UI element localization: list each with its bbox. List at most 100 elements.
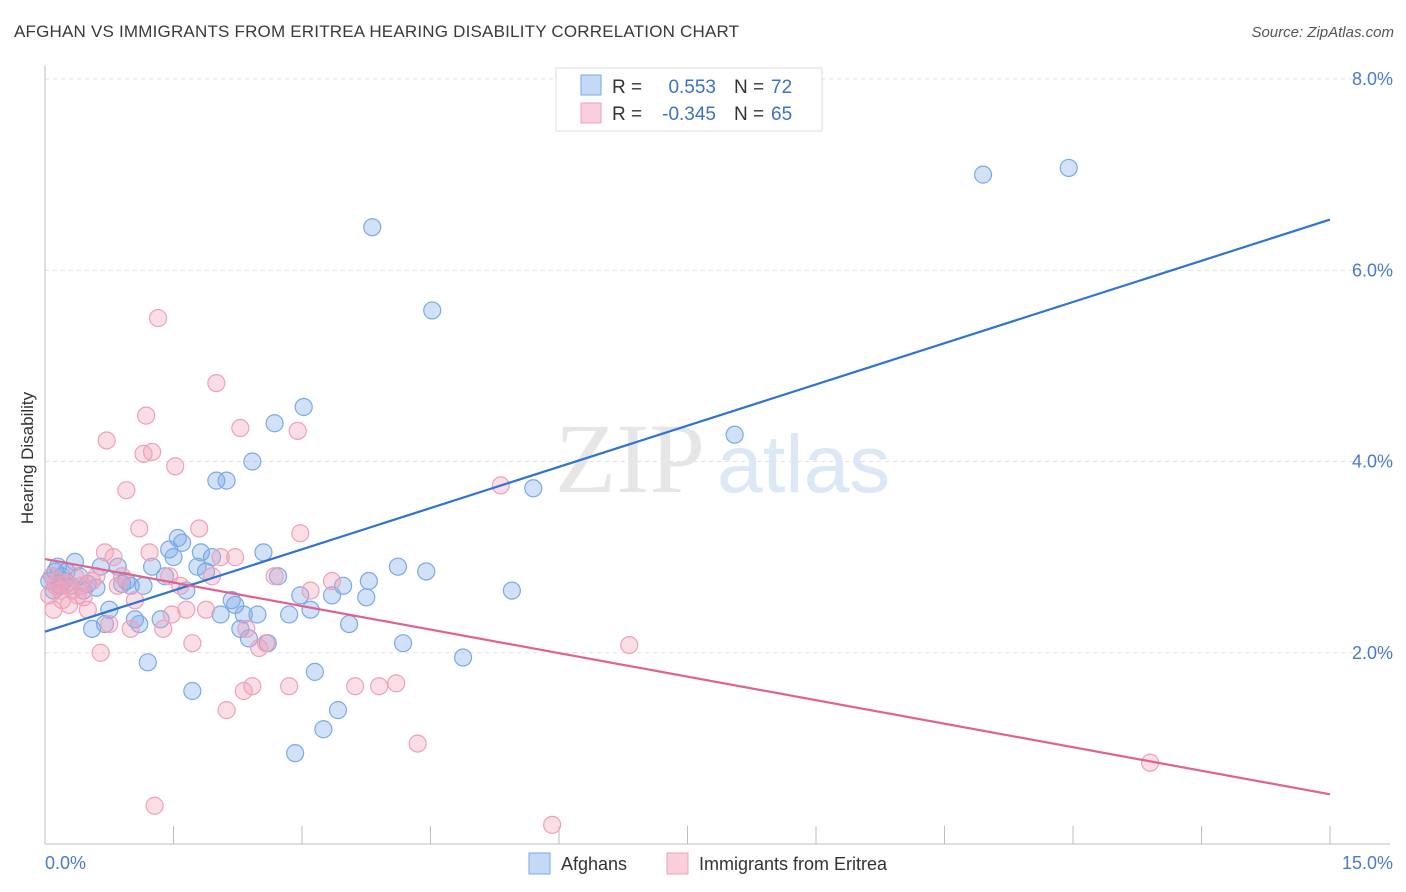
legend-bottom-swatch-afghans [528,852,551,875]
point-eritrea-60 [346,677,365,696]
point-afghans-42 [217,471,236,490]
point-eritrea-21 [104,548,123,567]
x-tick-label-1: 15.0% [1342,853,1393,873]
point-afghans-33 [172,533,192,552]
point-afghans-73 [502,581,521,600]
legend-n-label-1: N = [734,77,764,98]
point-eritrea-44 [207,373,226,393]
point-eritrea-56 [288,421,307,440]
point-eritrea-49 [234,681,253,701]
point-afghans-46 [234,605,253,624]
point-eritrea-62 [387,674,406,693]
point-afghans-26 [138,653,157,672]
point-eritrea-39 [177,600,196,619]
point-eritrea-1 [42,567,61,586]
legend-r-label-1: R = [612,77,642,98]
point-eritrea-29 [136,406,156,425]
source-label: Source: ZipAtlas.com [1251,24,1394,41]
point-afghans-66 [359,571,378,591]
legend-bottom: Afghans Immigrants from Eritrea [528,852,888,875]
tick-labels: 2.0% 4.0% 6.0% 8.0% 0.0% 15.0% [45,69,1393,873]
point-afghans-60 [314,720,333,739]
chart-title: AFGHAN VS IMMIGRANTS FROM ERITREA HEARIN… [14,22,740,41]
point-eritrea-19 [97,431,116,450]
point-eritrea-25 [121,619,140,638]
legend-r-value-2: -0.345 [662,104,716,125]
point-afghans-24 [130,614,149,634]
legend-n-value-1: 72 [771,77,792,98]
legend-swatch-afghans [580,74,602,96]
point-eritrea-51 [243,677,262,696]
legend-n-label-2: N = [734,104,764,125]
y-tick-label-0: 2.0% [1352,643,1393,663]
point-eritrea-23 [112,567,132,586]
point-eritrea-36 [162,605,181,624]
point-afghans-64 [340,614,359,634]
point-eritrea-40 [183,634,202,653]
legend-r-label-2: R = [612,104,642,125]
axes [44,66,1390,845]
point-eritrea-58 [301,581,320,600]
point-eritrea-20 [100,614,119,634]
y-axis-label: Hearing Disability [18,391,37,524]
point-eritrea-27 [130,519,149,538]
point-eritrea-47 [226,548,245,567]
trend-line-eritrea [44,557,1331,796]
point-eritrea-63 [408,734,427,753]
point-afghans-72 [453,648,473,667]
legend-bottom-swatch-eritrea [666,852,689,875]
point-eritrea-33 [148,308,168,328]
point-eritrea-53 [256,634,276,653]
point-afghans-76 [973,165,993,184]
point-eritrea-31 [142,442,162,462]
point-afghans-63 [334,576,353,595]
point-eritrea-48 [231,418,250,438]
series-eritrea-points [40,308,1160,834]
point-eritrea-10 [65,567,85,586]
point-afghans-67 [363,218,382,237]
point-afghans-27 [142,557,162,576]
point-eritrea-61 [370,677,389,696]
point-eritrea-57 [291,524,310,543]
point-eritrea-17 [91,643,110,662]
point-afghans-59 [305,662,324,681]
x-tick-label-0: 0.0% [45,853,86,873]
watermark-zip: ZIP [555,403,705,514]
point-eritrea-18 [95,543,115,562]
point-afghans-68 [388,557,408,576]
watermark-atlas: atlas [717,419,890,510]
point-afghans-57 [294,397,313,417]
trend-lines [44,218,1331,796]
point-eritrea-30 [140,543,159,562]
legend-swatch-eritrea [580,102,602,124]
point-eritrea-37 [166,457,185,476]
point-afghans-75 [725,425,744,444]
point-eritrea-41 [190,519,209,538]
point-afghans-49 [248,605,267,624]
point-afghans-71 [423,301,442,320]
point-afghans-41 [211,605,230,624]
point-afghans-50 [254,543,273,562]
point-afghans-62 [328,701,348,720]
y-tick-label-1: 4.0% [1352,452,1393,472]
legend-top: R = 0.553 N = 72 R = -0.345 N = 65 [555,67,823,132]
point-afghans-55 [286,744,305,763]
point-eritrea-55 [280,677,299,696]
series-afghans-points [40,158,1078,763]
point-afghans-52 [265,414,284,433]
point-eritrea-59 [322,571,342,591]
point-eritrea-46 [217,701,236,720]
point-eritrea-50 [237,619,256,638]
point-afghans-74 [524,479,543,498]
point-afghans-65 [357,588,376,607]
point-afghans-17 [95,614,115,634]
point-afghans-40 [207,471,226,490]
point-afghans-48 [243,452,262,471]
point-eritrea-42 [196,600,216,619]
y-tick-label-2: 6.0% [1352,260,1393,280]
y-tick-label-3: 8.0% [1352,69,1393,89]
point-eritrea-22 [108,576,127,595]
point-afghans-35 [183,681,202,701]
point-eritrea-66 [620,635,639,655]
